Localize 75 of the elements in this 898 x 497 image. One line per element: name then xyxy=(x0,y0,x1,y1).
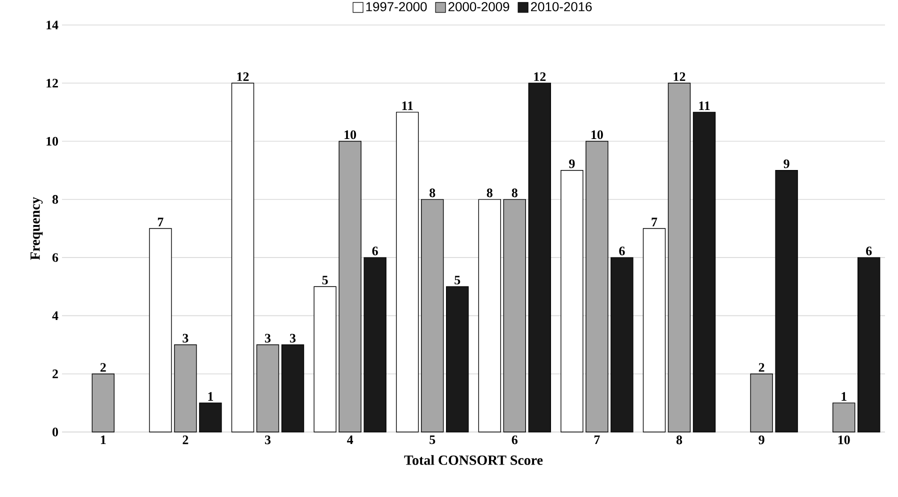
bar xyxy=(364,257,386,432)
bar xyxy=(231,82,254,432)
bar xyxy=(338,140,362,432)
legend-label: 1997-2000 xyxy=(366,2,427,12)
bar xyxy=(149,228,172,432)
legend-label: 2010-2016 xyxy=(531,2,592,12)
data-label: 7 xyxy=(158,218,164,226)
bar xyxy=(642,228,666,432)
bar xyxy=(174,344,197,432)
data-label: 8 xyxy=(430,188,436,198)
x-tick-label: 5 xyxy=(430,436,436,444)
bar xyxy=(92,373,115,432)
y-tick-label: 12 xyxy=(46,78,58,88)
data-label: 3 xyxy=(182,334,188,343)
bar xyxy=(421,199,444,432)
data-label: 5 xyxy=(322,276,328,284)
y-tick-label: 10 xyxy=(46,136,58,146)
data-label: 2 xyxy=(758,363,764,372)
data-label: 2 xyxy=(100,363,106,372)
bar xyxy=(750,373,773,432)
x-tick-label: 7 xyxy=(594,436,600,444)
y-axis-title: Frequency xyxy=(30,196,43,260)
bar xyxy=(314,286,336,432)
bar xyxy=(446,286,469,432)
data-label: 12 xyxy=(237,72,249,81)
data-label: 1 xyxy=(842,392,846,401)
bar xyxy=(503,199,526,432)
x-tick-label: 6 xyxy=(512,436,518,444)
bar xyxy=(832,402,856,432)
bar xyxy=(560,170,584,432)
data-label: 6 xyxy=(372,246,378,256)
y-tick-label: 0 xyxy=(52,428,58,436)
data-label: 5 xyxy=(454,276,460,284)
data-label: 12 xyxy=(534,72,546,81)
bar xyxy=(478,199,502,432)
data-label: 7 xyxy=(652,218,658,226)
legend-label: 2000-2009 xyxy=(448,2,510,12)
bar xyxy=(281,344,304,432)
x-tick-label: 10 xyxy=(838,436,850,444)
data-label: 11 xyxy=(699,101,710,110)
data-label: 8 xyxy=(486,188,492,198)
bar xyxy=(668,82,691,432)
data-label: 3 xyxy=(290,334,296,343)
x-axis-title: Total CONSORT Score xyxy=(404,455,543,465)
data-label: 10 xyxy=(592,130,603,140)
data-label: 6 xyxy=(866,246,872,256)
y-tick-label: 2 xyxy=(52,370,58,378)
bar xyxy=(199,402,222,432)
y-tick-label: 4 xyxy=(52,311,58,320)
data-label: 1 xyxy=(208,392,214,401)
bar xyxy=(528,82,552,432)
x-tick-label: 4 xyxy=(346,436,354,444)
y-tick-label: 8 xyxy=(52,195,58,204)
data-label: 12 xyxy=(674,72,686,81)
data-label: 3 xyxy=(265,334,271,343)
bar xyxy=(396,112,419,432)
data-label: 9 xyxy=(784,159,790,168)
bar xyxy=(610,257,634,432)
x-tick-label: 8 xyxy=(676,436,682,444)
data-label: 6 xyxy=(619,246,625,256)
y-tick-label: 14 xyxy=(46,20,58,30)
x-tick-label: 9 xyxy=(758,436,764,444)
x-tick-label: 1 xyxy=(100,436,106,444)
x-tick-label: 3 xyxy=(265,436,271,444)
data-label: 10 xyxy=(344,130,356,140)
bar xyxy=(858,257,880,432)
bar xyxy=(586,140,608,432)
x-tick-label: 2 xyxy=(182,436,188,444)
bar xyxy=(256,344,280,432)
data-label: 9 xyxy=(569,159,575,168)
data-label: 8 xyxy=(512,188,518,198)
data-label: 11 xyxy=(402,101,413,110)
bar xyxy=(692,112,716,432)
bar xyxy=(775,170,798,432)
y-tick-label: 6 xyxy=(52,253,58,262)
